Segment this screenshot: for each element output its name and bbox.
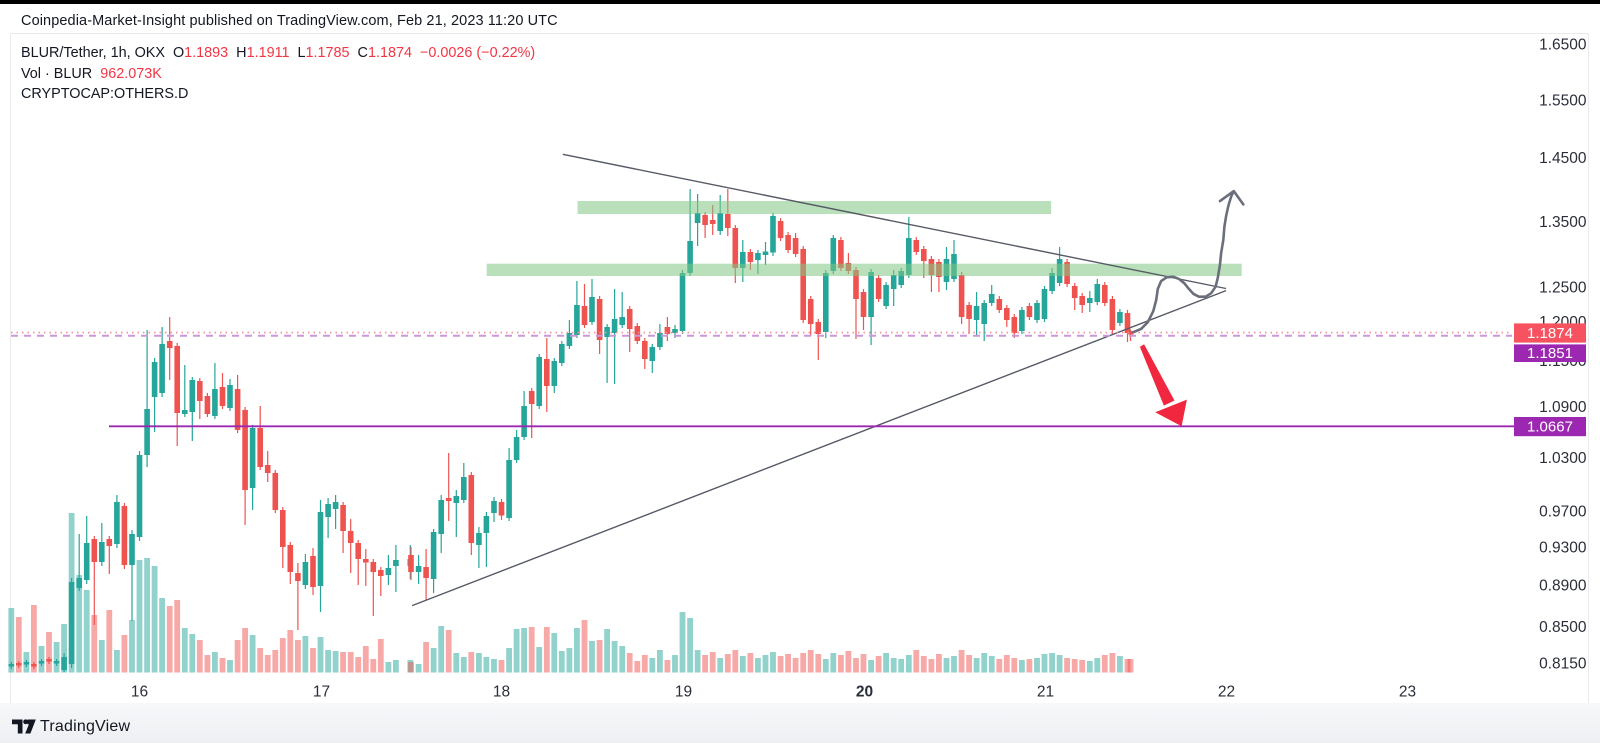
svg-text:17: 17 — [313, 684, 330, 701]
svg-text:0.8900: 0.8900 — [1539, 578, 1587, 595]
svg-text:20: 20 — [856, 684, 873, 701]
svg-text:1.1874: 1.1874 — [1527, 325, 1573, 342]
svg-text:1.2500: 1.2500 — [1539, 280, 1587, 297]
svg-text:1.0300: 1.0300 — [1539, 450, 1587, 467]
svg-text:21: 21 — [1037, 684, 1054, 701]
svg-text:1.4500: 1.4500 — [1539, 150, 1587, 167]
svg-text:0.8500: 0.8500 — [1539, 619, 1587, 636]
svg-text:23: 23 — [1399, 684, 1416, 701]
svg-text:16: 16 — [131, 684, 148, 701]
svg-text:19: 19 — [675, 684, 692, 701]
svg-text:1.0667: 1.0667 — [1527, 419, 1573, 436]
svg-text:0.8150: 0.8150 — [1539, 655, 1587, 672]
svg-text:1.5500: 1.5500 — [1539, 92, 1587, 109]
svg-text:0.9300: 0.9300 — [1539, 540, 1587, 557]
svg-text:1.1851: 1.1851 — [1527, 345, 1573, 362]
svg-text:22: 22 — [1218, 684, 1235, 701]
svg-text:18: 18 — [493, 684, 510, 701]
svg-text:0.9700: 0.9700 — [1539, 504, 1587, 521]
svg-text:1.6500: 1.6500 — [1539, 37, 1587, 54]
svg-text:1.3500: 1.3500 — [1539, 214, 1587, 231]
svg-text:1.0900: 1.0900 — [1539, 399, 1587, 416]
